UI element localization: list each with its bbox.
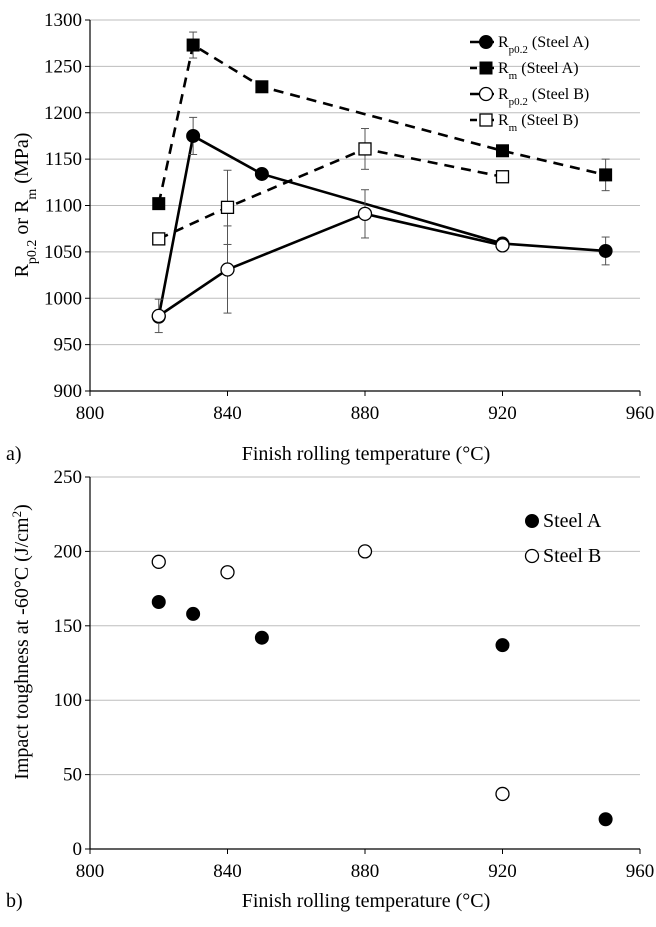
data-point xyxy=(151,308,166,324)
legend-label: Rm (Steel B) xyxy=(498,112,579,134)
panel-b-gridlines xyxy=(85,476,641,854)
data-point xyxy=(152,232,166,246)
legend-item: Rm (Steel A) xyxy=(470,60,579,82)
panel-b-legend: Steel A Steel B xyxy=(524,510,602,567)
x-tick-label: 960 xyxy=(626,403,655,424)
y-tick-label: 1250 xyxy=(44,56,82,77)
legend-label: Rp0.2 (Steel A) xyxy=(498,34,589,56)
panel-a-label: a) xyxy=(6,443,22,465)
legend-item: Steel B xyxy=(524,545,601,567)
data-point xyxy=(186,128,201,143)
x-tick-label: 840 xyxy=(213,861,242,882)
legend-marker xyxy=(524,548,540,564)
y-tick-label: 1100 xyxy=(45,196,82,217)
y-tick-label: 150 xyxy=(54,616,83,637)
series-rm-steel-a- xyxy=(152,31,613,211)
x-tick-label: 840 xyxy=(213,403,242,424)
data-point xyxy=(220,262,235,277)
panel-a-series xyxy=(151,31,613,334)
legend-item: Rm (Steel B) xyxy=(470,112,579,134)
data-point xyxy=(599,168,613,182)
series-rp0-2-steel-a- xyxy=(151,116,613,324)
data-point xyxy=(598,812,613,827)
data-point xyxy=(495,238,510,253)
legend-item: Rp0.2 (Steel B) xyxy=(470,86,589,108)
legend-item: Steel A xyxy=(525,510,602,532)
legend-marker xyxy=(479,35,493,49)
panel-a-tick-labels: 900 950 1000 1050 1100 1150 1200 1250 1300 800 840… xyxy=(44,10,654,424)
series-line xyxy=(158,147,503,241)
panel-a-x-axis-label: Finish rolling temperature (°C) xyxy=(242,443,491,465)
data-point xyxy=(598,243,613,258)
legend-label: Rm (Steel A) xyxy=(498,60,579,82)
y-tick-label: 0 xyxy=(73,839,83,860)
y-tick-label: 250 xyxy=(54,467,83,488)
y-tick-label: 50 xyxy=(63,765,82,786)
data-point xyxy=(495,786,510,802)
data-point xyxy=(151,594,166,609)
x-tick-label: 920 xyxy=(488,403,517,424)
panel-b-y-axis-label: Impact toughness at -60°C (J/cm2) xyxy=(9,504,34,780)
data-point xyxy=(357,544,373,559)
legend-marker xyxy=(479,61,493,75)
data-point xyxy=(220,565,235,580)
x-tick-label: 800 xyxy=(76,861,105,882)
data-point xyxy=(186,606,201,621)
x-tick-label: 880 xyxy=(351,403,380,424)
x-tick-label: 800 xyxy=(76,403,105,424)
legend-marker xyxy=(478,86,494,102)
y-tick-label: 900 xyxy=(54,381,83,402)
data-point xyxy=(358,142,372,156)
legend-label: Steel A xyxy=(543,510,602,532)
series-rm-steel-b- xyxy=(152,128,510,246)
legend-label: Steel B xyxy=(543,545,601,567)
y-tick-label: 950 xyxy=(54,335,83,356)
panel-a-legend: Rp0.2 (Steel A) Rm (Steel A) Rp0.2 (Steel … xyxy=(470,34,589,134)
data-point xyxy=(357,206,373,221)
legend-marker xyxy=(525,514,539,528)
panel-b-label: b) xyxy=(6,890,23,912)
legend-item: Rp0.2 (Steel A) xyxy=(470,34,589,56)
y-tick-label: 1000 xyxy=(44,288,82,309)
data-point xyxy=(186,38,200,52)
data-point xyxy=(151,554,166,569)
data-point xyxy=(495,638,510,653)
series-rp0-2-steel-b- xyxy=(151,189,510,334)
panel-b-series xyxy=(151,544,613,827)
panel-b-x-axis-label: Finish rolling temperature (°C) xyxy=(242,890,491,912)
legend-marker xyxy=(479,113,493,127)
x-tick-label: 960 xyxy=(626,861,655,882)
data-point xyxy=(255,80,269,94)
series-steel-a xyxy=(151,594,613,827)
data-point xyxy=(495,170,510,184)
y-tick-label: 200 xyxy=(54,541,83,562)
data-point xyxy=(254,166,269,181)
y-tick-label: 1300 xyxy=(44,10,82,31)
legend-label: Rp0.2 (Steel B) xyxy=(498,86,589,108)
y-tick-label: 100 xyxy=(54,690,83,711)
panel-b-tick-labels: 0 50 100 150 200 250 800 840 880 920 960 xyxy=(54,467,655,882)
series-line xyxy=(158,212,503,317)
x-tick-label: 880 xyxy=(351,861,380,882)
data-point xyxy=(496,144,509,158)
y-tick-label: 1200 xyxy=(44,103,82,124)
y-tick-label: 1150 xyxy=(45,149,82,170)
panel-a-y-axis-label: Rp0.2 or Rm (MPa) xyxy=(11,133,40,278)
panel-a: 900 950 1000 1050 1100 1150 1200 1250 1300 800 840… xyxy=(6,10,654,465)
data-point xyxy=(152,197,166,211)
data-point xyxy=(220,200,235,215)
series-steel-b xyxy=(151,544,510,802)
data-point xyxy=(254,630,269,645)
y-tick-label: 1050 xyxy=(44,242,82,263)
x-tick-label: 920 xyxy=(488,861,517,882)
